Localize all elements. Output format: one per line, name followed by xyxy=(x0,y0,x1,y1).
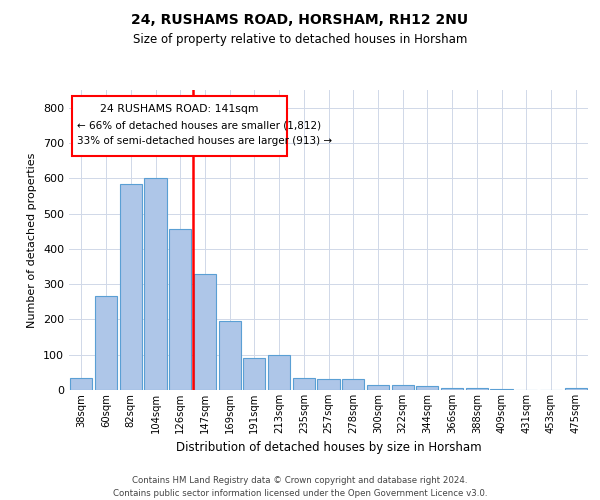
Bar xyxy=(416,386,439,390)
Bar xyxy=(95,296,117,390)
Bar xyxy=(145,178,167,390)
Text: Contains HM Land Registry data © Crown copyright and database right 2024.: Contains HM Land Registry data © Crown c… xyxy=(132,476,468,485)
Bar xyxy=(194,274,216,390)
Y-axis label: Number of detached properties: Number of detached properties xyxy=(28,152,37,328)
Bar xyxy=(317,380,340,390)
FancyBboxPatch shape xyxy=(71,96,287,156)
Bar xyxy=(243,358,265,390)
Bar xyxy=(268,354,290,390)
Text: ← 66% of detached houses are smaller (1,812): ← 66% of detached houses are smaller (1,… xyxy=(77,120,321,130)
Bar xyxy=(70,378,92,390)
Text: 33% of semi-detached houses are larger (913) →: 33% of semi-detached houses are larger (… xyxy=(77,136,332,146)
Text: 24 RUSHAMS ROAD: 141sqm: 24 RUSHAMS ROAD: 141sqm xyxy=(100,104,259,114)
Bar xyxy=(466,388,488,390)
Text: Size of property relative to detached houses in Horsham: Size of property relative to detached ho… xyxy=(133,32,467,46)
Bar xyxy=(342,380,364,390)
Bar xyxy=(293,378,315,390)
Bar xyxy=(367,384,389,390)
Bar xyxy=(218,321,241,390)
Text: 24, RUSHAMS ROAD, HORSHAM, RH12 2NU: 24, RUSHAMS ROAD, HORSHAM, RH12 2NU xyxy=(131,12,469,26)
Bar xyxy=(119,184,142,390)
Bar xyxy=(441,388,463,390)
Bar xyxy=(169,230,191,390)
Text: Contains public sector information licensed under the Open Government Licence v3: Contains public sector information licen… xyxy=(113,489,487,498)
Bar xyxy=(565,388,587,390)
Bar xyxy=(392,384,414,390)
X-axis label: Distribution of detached houses by size in Horsham: Distribution of detached houses by size … xyxy=(176,442,481,454)
